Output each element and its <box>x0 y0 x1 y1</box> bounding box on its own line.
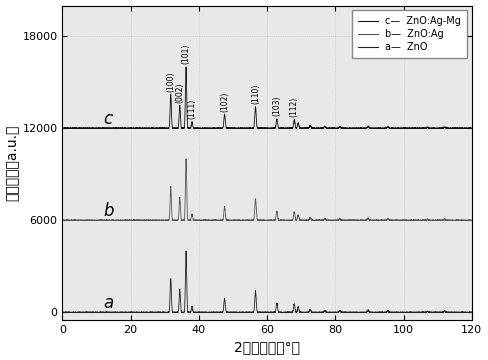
Y-axis label: 相对强度（a.u.）: 相对强度（a.u.） <box>5 125 20 201</box>
Text: (103): (103) <box>272 96 282 116</box>
Text: c: c <box>103 110 112 128</box>
Text: (111): (111) <box>187 99 197 120</box>
Text: (100): (100) <box>166 71 175 92</box>
Text: (112): (112) <box>290 97 299 117</box>
Legend: c—  ZnO:Ag-Mg, b—  ZnO:Ag, a—  ZnO: c— ZnO:Ag-Mg, b— ZnO:Ag, a— ZnO <box>352 10 467 58</box>
Text: (101): (101) <box>182 44 190 64</box>
X-axis label: 2倍衍射角（°）: 2倍衍射角（°） <box>234 341 300 355</box>
Text: a: a <box>103 294 114 312</box>
Text: (110): (110) <box>251 84 260 104</box>
Text: b: b <box>103 202 114 220</box>
Text: (102): (102) <box>220 91 229 112</box>
Text: (002): (002) <box>175 82 184 103</box>
